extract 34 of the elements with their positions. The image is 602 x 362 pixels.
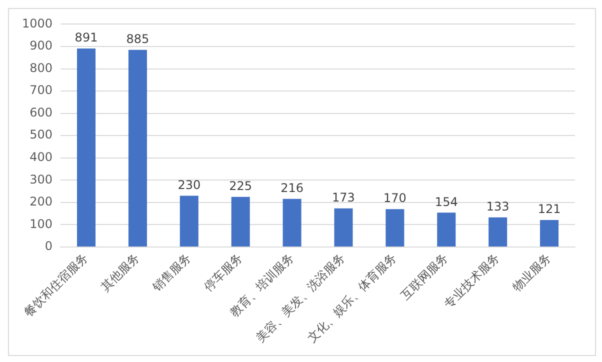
- y-tick-label: 300: [30, 172, 53, 186]
- bar: [488, 217, 508, 246]
- y-tick-label: 400: [30, 150, 53, 164]
- y-tick-label: 100: [30, 216, 53, 231]
- data-label: 216: [280, 180, 304, 195]
- data-label: 885: [126, 32, 150, 46]
- bar: [334, 208, 353, 246]
- data-label: 154: [434, 194, 458, 209]
- y-tick-label: 600: [30, 105, 53, 120]
- bar: [540, 220, 559, 246]
- data-label: 121: [538, 202, 561, 216]
- data-label: 891: [74, 30, 98, 45]
- x-tick-label: 其他服务: [98, 250, 142, 294]
- bar: [282, 198, 302, 246]
- bar: [386, 209, 404, 246]
- y-tick-label: 800: [30, 60, 53, 75]
- bar: [231, 196, 250, 246]
- bar: [128, 50, 147, 246]
- x-tick-label: 销售服务: [148, 250, 194, 296]
- y-tick-label: 900: [30, 38, 53, 53]
- data-label: 173: [332, 190, 355, 205]
- x-tick-label: 停车服务: [201, 250, 245, 294]
- y-tick-label: 200: [30, 194, 53, 209]
- data-label: 133: [486, 199, 510, 214]
- y-tick-label: 700: [30, 83, 53, 98]
- y-tick-label: 1000: [22, 16, 53, 30]
- y-tick-label: 500: [30, 128, 53, 142]
- data-label: 225: [229, 178, 252, 193]
- x-tick-label: 物业服务: [510, 250, 554, 294]
- bar: [437, 212, 456, 246]
- data-label: 170: [383, 191, 406, 206]
- data-label: 230: [178, 178, 201, 192]
- bar: [77, 48, 96, 246]
- bar: [180, 196, 198, 246]
